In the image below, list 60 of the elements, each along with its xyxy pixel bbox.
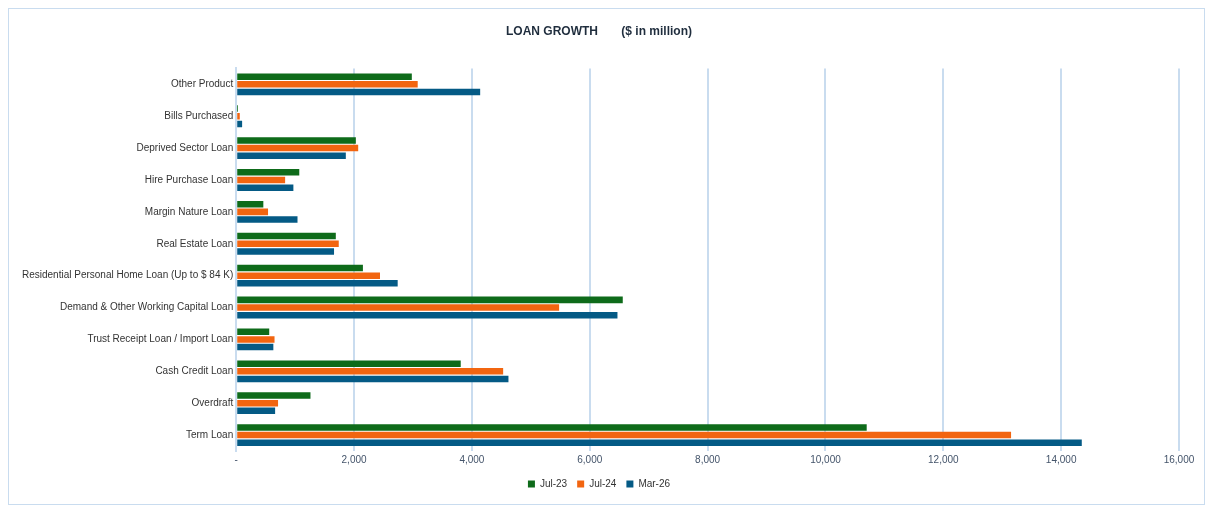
bar — [237, 248, 335, 255]
bar — [237, 216, 298, 223]
legend-label: Jul-24 — [589, 477, 617, 489]
bar — [237, 439, 1082, 446]
y-tick-label: Residential Personal Home Loan (Up to $ 84 K) — [21, 269, 234, 281]
bar — [237, 336, 275, 343]
bar — [237, 424, 867, 431]
bar — [237, 200, 264, 208]
bar — [237, 81, 418, 88]
bar — [237, 368, 504, 375]
bar — [237, 407, 276, 415]
y-tick-label: Deprived Sector Loan — [136, 141, 234, 153]
bar — [237, 431, 1012, 439]
y-tick-label: Demand & Other Working Capital Loan — [59, 301, 234, 313]
bar — [237, 240, 339, 248]
x-tick-label: - — [234, 453, 238, 465]
bar — [237, 137, 356, 144]
bar — [237, 120, 243, 128]
bar — [237, 280, 398, 287]
y-tick-label: Real Estate Loan — [156, 237, 234, 249]
bar — [237, 296, 623, 304]
y-tick-label: Other Product — [170, 78, 234, 90]
bar — [237, 176, 286, 184]
bar — [237, 328, 270, 336]
bar — [237, 375, 509, 383]
legend-label: Mar-26 — [638, 477, 671, 489]
y-tick-label: Term Loan — [185, 428, 234, 440]
bar — [237, 360, 461, 367]
x-tick-label: 8,000 — [695, 453, 721, 465]
x-tick-label: 10,000 — [810, 453, 842, 465]
bar — [237, 232, 336, 240]
bar — [237, 144, 359, 152]
bar — [237, 272, 380, 279]
bar — [237, 399, 279, 407]
bar — [237, 264, 363, 272]
x-tick-label: 2,000 — [341, 453, 368, 465]
x-tick-label: 14,000 — [1045, 453, 1077, 465]
x-tick-label: 6,000 — [577, 453, 603, 465]
bar — [237, 304, 560, 311]
bar — [237, 208, 269, 216]
bar — [237, 343, 274, 351]
bar — [237, 392, 311, 399]
chart-title: LOAN GROWTH ($ in million) — [506, 23, 692, 38]
legend-label: Jul-23 — [539, 477, 568, 489]
y-tick-label: Cash Credit Loan — [155, 365, 234, 377]
bar — [237, 169, 300, 176]
y-tick-label: Trust Receipt Loan / Import Loan — [87, 333, 234, 345]
bar — [237, 311, 618, 319]
y-tick-label: Bills Purchased — [164, 109, 234, 121]
x-tick-label: 16,000 — [1163, 453, 1195, 465]
y-tick-label: Overdraft — [191, 396, 234, 408]
bar — [237, 112, 240, 120]
y-tick-label: Hire Purchase Loan — [144, 173, 234, 185]
y-tick-label: Margin Nature Loan — [144, 205, 234, 217]
bar — [237, 184, 294, 191]
bar — [237, 73, 412, 80]
x-tick-label: 4,000 — [459, 453, 485, 465]
bar — [237, 152, 346, 160]
x-tick-label: 12,000 — [928, 453, 960, 465]
bar — [237, 88, 481, 96]
